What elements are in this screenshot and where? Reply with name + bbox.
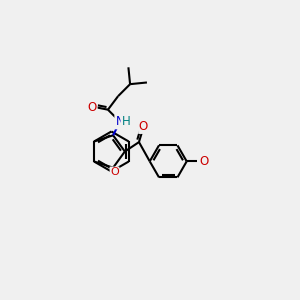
Text: O: O <box>110 167 119 177</box>
Text: O: O <box>88 101 97 114</box>
Text: O: O <box>139 120 148 134</box>
Text: O: O <box>199 155 208 168</box>
Text: H: H <box>122 115 130 128</box>
Text: N: N <box>116 115 124 128</box>
